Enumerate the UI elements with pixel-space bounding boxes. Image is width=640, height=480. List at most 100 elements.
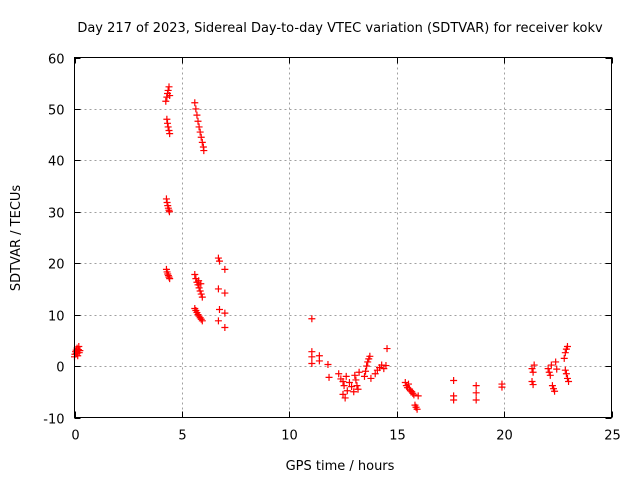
data-point xyxy=(339,390,347,398)
data-point xyxy=(345,379,353,387)
data-point xyxy=(341,394,349,402)
data-point xyxy=(546,371,554,379)
data-point xyxy=(529,368,537,376)
data-point xyxy=(162,195,170,203)
data-point xyxy=(528,365,536,373)
data-point xyxy=(221,289,229,297)
data-point xyxy=(565,378,573,385)
data-point xyxy=(528,378,536,385)
data-point xyxy=(413,405,421,413)
data-point xyxy=(548,382,556,390)
data-point xyxy=(360,372,368,380)
y-tick-label: 10 xyxy=(48,310,65,325)
data-point xyxy=(76,347,84,355)
data-point xyxy=(530,361,538,369)
data-point xyxy=(214,254,222,262)
data-point xyxy=(405,380,413,388)
data-point xyxy=(166,275,174,283)
data-point xyxy=(450,396,458,404)
y-tick-label: 0 xyxy=(56,361,64,376)
data-point xyxy=(472,382,480,390)
data-point xyxy=(363,362,371,370)
data-point xyxy=(450,376,458,384)
y-tick-labels: -10 0 10 20 30 40 50 60 xyxy=(43,53,64,428)
x-tick-label: 20 xyxy=(496,429,513,444)
data-point xyxy=(191,271,199,279)
x-tick-label: 25 xyxy=(604,429,621,444)
chart-title: Day 217 of 2023, Sidereal Day-to-day VTE… xyxy=(77,21,603,36)
data-point xyxy=(197,315,205,323)
data-point xyxy=(197,133,205,141)
data-point xyxy=(553,365,561,373)
data-point xyxy=(547,361,555,369)
data-point xyxy=(561,366,569,374)
data-point xyxy=(192,105,200,113)
data-point xyxy=(198,138,206,146)
data-point xyxy=(214,317,222,325)
data-point xyxy=(308,315,316,323)
x-tick-label: 15 xyxy=(389,429,406,444)
data-point xyxy=(563,374,571,382)
data-point xyxy=(544,365,552,373)
data-point xyxy=(166,92,174,100)
data-point xyxy=(308,360,316,367)
gridlines xyxy=(74,57,612,418)
data-point xyxy=(383,345,391,353)
data-point xyxy=(354,385,362,393)
data-point xyxy=(197,290,205,298)
data-point xyxy=(193,111,201,119)
data-point xyxy=(315,357,323,365)
data-point xyxy=(198,293,206,301)
data-point xyxy=(560,354,568,362)
data-point xyxy=(197,280,205,288)
data-point xyxy=(164,270,172,278)
data-point xyxy=(165,273,173,281)
data-point xyxy=(196,128,204,136)
data-point xyxy=(335,370,343,378)
data-point xyxy=(410,391,418,399)
data-point xyxy=(551,387,559,395)
axis-ticks xyxy=(74,57,613,419)
data-point xyxy=(164,86,172,94)
x-tick-label: 5 xyxy=(178,429,186,444)
data-point xyxy=(166,130,174,138)
data-point xyxy=(164,272,172,280)
data-point xyxy=(75,343,83,351)
data-point xyxy=(196,287,204,295)
data-point xyxy=(414,392,422,400)
data-point xyxy=(191,99,199,107)
data-point xyxy=(325,373,333,381)
data-point xyxy=(367,374,375,382)
data-point xyxy=(352,376,360,384)
data-point xyxy=(343,387,351,395)
data-point xyxy=(164,119,172,127)
plot-frame xyxy=(74,57,612,418)
data-point xyxy=(164,123,172,131)
data-point xyxy=(215,257,223,265)
data-point xyxy=(371,370,379,378)
data-point xyxy=(340,382,348,390)
data-point xyxy=(165,83,173,91)
data-point xyxy=(401,379,409,387)
y-tick-label: 20 xyxy=(48,258,65,273)
data-point xyxy=(221,324,229,331)
data-point xyxy=(561,349,569,357)
data-point xyxy=(195,123,203,131)
data-point xyxy=(355,368,363,376)
data-point xyxy=(562,370,570,378)
data-point xyxy=(472,396,480,404)
x-tick-label: 0 xyxy=(71,429,79,444)
x-tick-label: 10 xyxy=(281,429,298,444)
data-points xyxy=(71,83,573,413)
data-point xyxy=(165,127,173,135)
data-point xyxy=(348,383,356,391)
data-point xyxy=(552,358,560,366)
data-point xyxy=(409,389,417,397)
data-point xyxy=(342,372,350,380)
data-point xyxy=(366,352,374,360)
y-tick-label: 40 xyxy=(48,155,65,170)
y-tick-label: 50 xyxy=(48,104,65,119)
data-point xyxy=(198,317,206,325)
data-point xyxy=(362,367,370,375)
